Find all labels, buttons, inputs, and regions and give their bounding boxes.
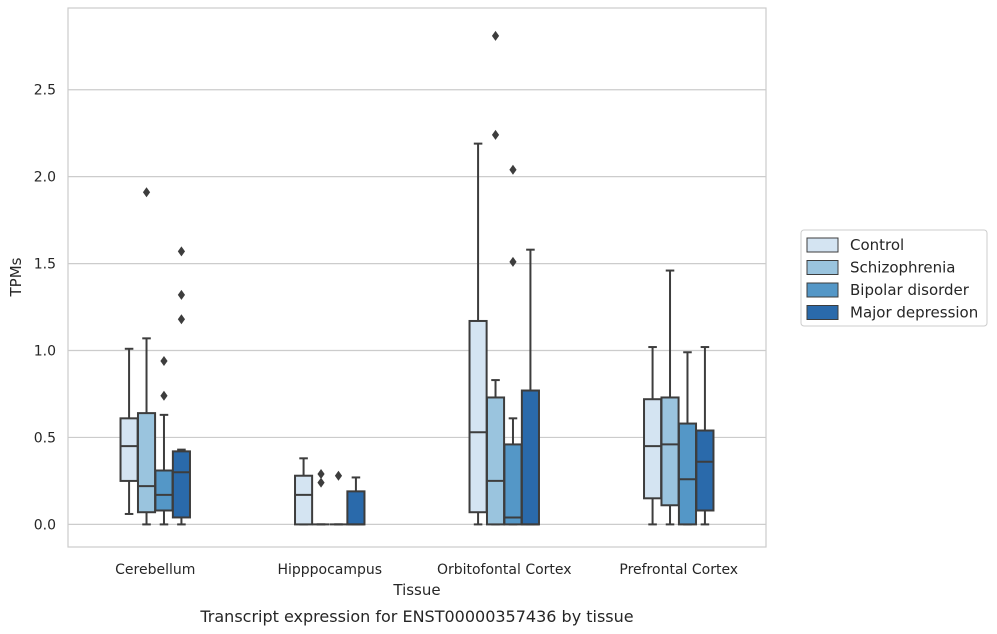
box-body xyxy=(136,412,157,514)
box-body xyxy=(468,319,488,514)
outlier-point xyxy=(491,129,500,140)
y-tick-label: 0.0 xyxy=(34,517,56,533)
legend-swatch xyxy=(806,305,839,320)
x-axis-label: Tissue xyxy=(392,581,440,599)
y-tick-label: 0.5 xyxy=(34,430,56,446)
y-tick-label: 2.5 xyxy=(34,83,56,99)
y-tick-label: 1.5 xyxy=(34,257,56,273)
legend-frame xyxy=(800,229,988,327)
box-body xyxy=(503,443,523,526)
outlier-point xyxy=(317,468,325,479)
x-tick-labels: Cerebellum Hipppocampus Orbitofontal Corte… xyxy=(115,562,738,578)
outlier-point xyxy=(509,164,517,175)
box xyxy=(346,476,366,526)
outlier-point xyxy=(177,246,186,257)
legend-label: Control xyxy=(850,236,904,254)
outlier-point xyxy=(142,187,151,198)
box-series xyxy=(119,30,715,526)
box xyxy=(154,355,174,526)
y-tick-labels: 0.0 0.5 1.0 1.5 2.0 2.5 xyxy=(34,83,56,534)
series-control xyxy=(119,142,663,526)
outlier-point xyxy=(317,477,325,488)
box-body xyxy=(485,396,506,526)
box-body xyxy=(660,396,680,507)
box xyxy=(329,470,348,526)
box xyxy=(119,347,139,515)
outlier-point xyxy=(160,355,168,366)
legend-label: Bipolar disorder xyxy=(850,281,970,299)
box xyxy=(520,248,540,526)
y-tick-label: 1.0 xyxy=(34,344,56,360)
legend-swatch xyxy=(806,237,839,253)
box-body xyxy=(346,490,366,526)
x-tick-label: Hipppocampus xyxy=(277,562,382,578)
box-body xyxy=(154,469,174,512)
box xyxy=(660,269,680,526)
x-tick-label: Prefrontal Cortex xyxy=(619,562,738,578)
legend-label: Major depression xyxy=(850,304,978,322)
box-body xyxy=(677,422,698,526)
legend-swatch xyxy=(806,260,839,275)
outlier-point xyxy=(177,314,186,325)
box xyxy=(485,30,506,526)
box-body xyxy=(119,417,139,482)
box-body xyxy=(520,389,540,526)
outlier-point xyxy=(160,390,168,401)
legend-label: Schizophrenia xyxy=(850,259,955,277)
box xyxy=(312,468,330,526)
box xyxy=(643,346,663,526)
box xyxy=(171,246,191,526)
box-body xyxy=(695,429,715,512)
y-axis-label: TPMs xyxy=(7,257,25,297)
box xyxy=(294,457,314,526)
outlier-point xyxy=(334,470,343,481)
legend-swatch xyxy=(806,282,839,298)
box xyxy=(136,187,157,526)
legend: Control Schizophrenia Bipolar disorder Majo… xyxy=(800,229,988,327)
outlier-point xyxy=(509,256,517,267)
box xyxy=(695,346,715,526)
outlier-point xyxy=(177,289,186,300)
y-tick-label: 2.0 xyxy=(34,170,56,186)
plot-frame xyxy=(67,7,767,548)
figure-caption: Transcript expression for ENST0000035743… xyxy=(199,607,633,626)
outlier-point xyxy=(491,30,500,41)
x-tick-label: Cerebellum xyxy=(115,562,195,578)
series-major-depression xyxy=(171,246,715,526)
box-body xyxy=(643,398,663,500)
box-body xyxy=(294,474,314,526)
x-tick-label: Orbitofontal Cortex xyxy=(437,562,572,578)
series-bipolar-disorder xyxy=(154,164,698,526)
box-body xyxy=(171,450,191,519)
series-schizophrenia xyxy=(136,30,680,526)
